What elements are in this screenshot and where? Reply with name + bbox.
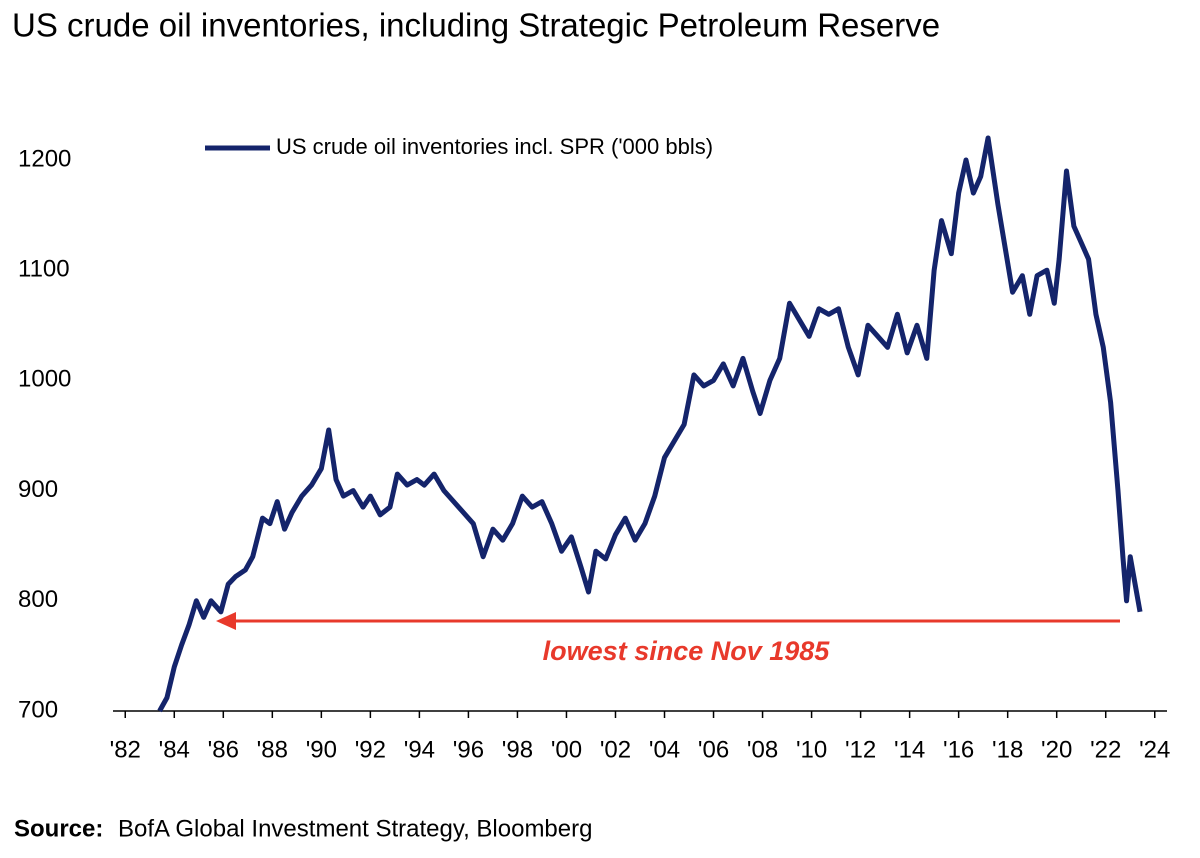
x-tick-label: '98 (502, 736, 533, 763)
x-tick-label: '02 (600, 736, 631, 763)
data-line (157, 135, 1143, 713)
source: BofA Global Investment Strategy, Bloombe… (118, 815, 592, 842)
x-tick-label: '24 (1139, 736, 1170, 763)
x-tick-label: '82 (110, 736, 141, 763)
chart-title: US crude oil inventories, including Stra… (12, 7, 940, 44)
legend-label: US crude oil inventories incl. SPR ('000… (276, 134, 713, 159)
x-tick-label: '92 (355, 736, 386, 763)
arrow-head (216, 612, 236, 630)
x-tick-label: '96 (453, 736, 484, 763)
y-tick-label: 900 (18, 476, 58, 503)
x-tick-label: '16 (943, 736, 974, 763)
y-tick-label: 700 (18, 696, 58, 723)
x-tick-label: '00 (551, 736, 582, 763)
x-tick-label: '90 (306, 736, 337, 763)
x-tick-label: '18 (992, 736, 1023, 763)
x-tick-label: '94 (404, 736, 435, 763)
y-tick-label: 1100 (18, 256, 70, 283)
x-tick-label: '14 (894, 736, 925, 763)
x-tick-label: '22 (1090, 736, 1121, 763)
y-tick-label: 1000 (18, 366, 71, 393)
x-tick-label: '06 (698, 736, 729, 763)
x-tick-label: '20 (1041, 736, 1072, 763)
x-tick-label: '12 (845, 736, 876, 763)
x-tick-label: '84 (159, 736, 190, 763)
annotation: lowest since Nov 1985 (543, 636, 831, 666)
x-tick-label: '88 (257, 736, 288, 763)
x-tick-label: '08 (747, 736, 778, 763)
x-tick-label: '10 (796, 736, 827, 763)
source-label: Source: (14, 815, 103, 842)
x-tick-label: '86 (208, 736, 239, 763)
y-tick-label: 800 (18, 586, 58, 613)
x-tick-label: '04 (649, 736, 680, 763)
y-tick-label: 1200 (18, 145, 71, 172)
